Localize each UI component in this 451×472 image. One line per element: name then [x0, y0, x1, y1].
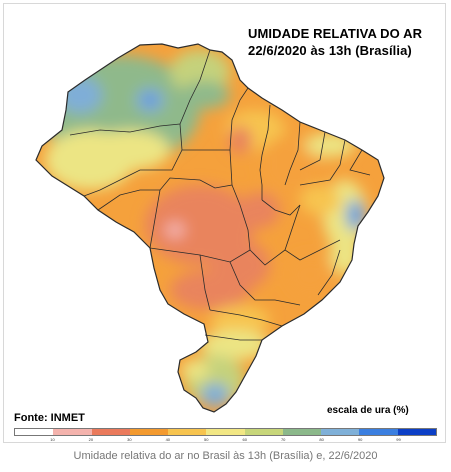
state-borders [69, 49, 371, 341]
scale-swatch [53, 429, 92, 435]
image-caption: Umidade relativa do ar no Brasil às 13h … [73, 450, 378, 462]
border-pr [209, 309, 283, 327]
border-mt-go [231, 184, 251, 251]
scale-swatch [359, 429, 398, 435]
border-rr-am [179, 49, 211, 125]
border-ro [97, 189, 160, 211]
border-am-north [69, 123, 181, 136]
border-pi-ce [299, 131, 326, 171]
border-go-mg [249, 249, 286, 266]
scale-ticks: 10 20 30 40 50 60 70 80 90 99 [14, 437, 437, 443]
amazon-green-zone-2 [180, 81, 230, 109]
northwest-blue-zone [58, 77, 102, 113]
border-ma-pi [284, 121, 301, 186]
mato-grosso-pink-spot [165, 222, 185, 238]
scale-swatch [244, 429, 283, 435]
bahia-coast-dark-blue [354, 209, 362, 221]
scale-swatch [321, 429, 360, 435]
bahia-interior-yellow [300, 185, 340, 215]
south-central-dry-zone [170, 270, 250, 310]
scale-swatch [129, 429, 169, 435]
maranhao-orange-zone [260, 135, 320, 195]
border-ba-mg [284, 204, 341, 261]
scale-tick-label: 70 [280, 437, 286, 442]
border-sp [229, 261, 301, 306]
tocantins-dry-zone [240, 192, 280, 228]
espirito-santo-yellow [330, 235, 360, 275]
scale-swatch [15, 429, 54, 435]
scale-tick-label: 50 [204, 437, 209, 442]
scale-tick-label: 30 [127, 437, 132, 442]
scale-swatch [282, 429, 322, 435]
santa-catarina-yellow [200, 330, 270, 360]
map-title: UMIDADE RELATIVA DO AR 22/6/2020 às 13h … [248, 25, 422, 59]
border-sc [204, 334, 262, 341]
northeast-coast-yellow [305, 133, 355, 157]
scale-tick-label: 20 [88, 437, 94, 442]
amazon-dark-blue-spot [145, 95, 155, 105]
scale-tick-label: 99 [396, 437, 401, 442]
border-to-ba [261, 199, 301, 216]
border-pa-west [182, 87, 249, 151]
border-rn-pb [349, 149, 371, 176]
border-ce-pe [299, 139, 346, 186]
scale-swatch [206, 429, 245, 435]
para-red-spot [228, 126, 252, 154]
border-to-pa [259, 104, 271, 200]
map-source: Fonte: INMET [14, 412, 85, 424]
amazonas-yellow-zone [90, 130, 170, 170]
scale-tick-label: 10 [50, 437, 55, 442]
map-title-line1: UMIDADE RELATIVA DO AR [248, 26, 423, 41]
rio-grande-blue [201, 383, 229, 407]
border-ms-east [199, 254, 211, 311]
border-mt-ms [149, 247, 251, 263]
scale-label: escala de ura (%) [327, 405, 409, 416]
scale-tick-label: 40 [165, 437, 171, 442]
scale-swatch [168, 429, 207, 435]
scale-swatch [397, 429, 436, 435]
minas-orange [288, 255, 332, 295]
scale-tick-label: 90 [357, 437, 363, 442]
rio-grande-yellow [181, 360, 209, 380]
map-title-line2: 22/6/2020 às 13h (Brasília) [248, 43, 412, 58]
scale-tick-label: 60 [242, 437, 247, 442]
scale-swatch [91, 429, 130, 435]
border-es-rj [317, 249, 341, 296]
scale-tick-label: 80 [319, 437, 324, 442]
humidity-color-scale [14, 428, 437, 436]
